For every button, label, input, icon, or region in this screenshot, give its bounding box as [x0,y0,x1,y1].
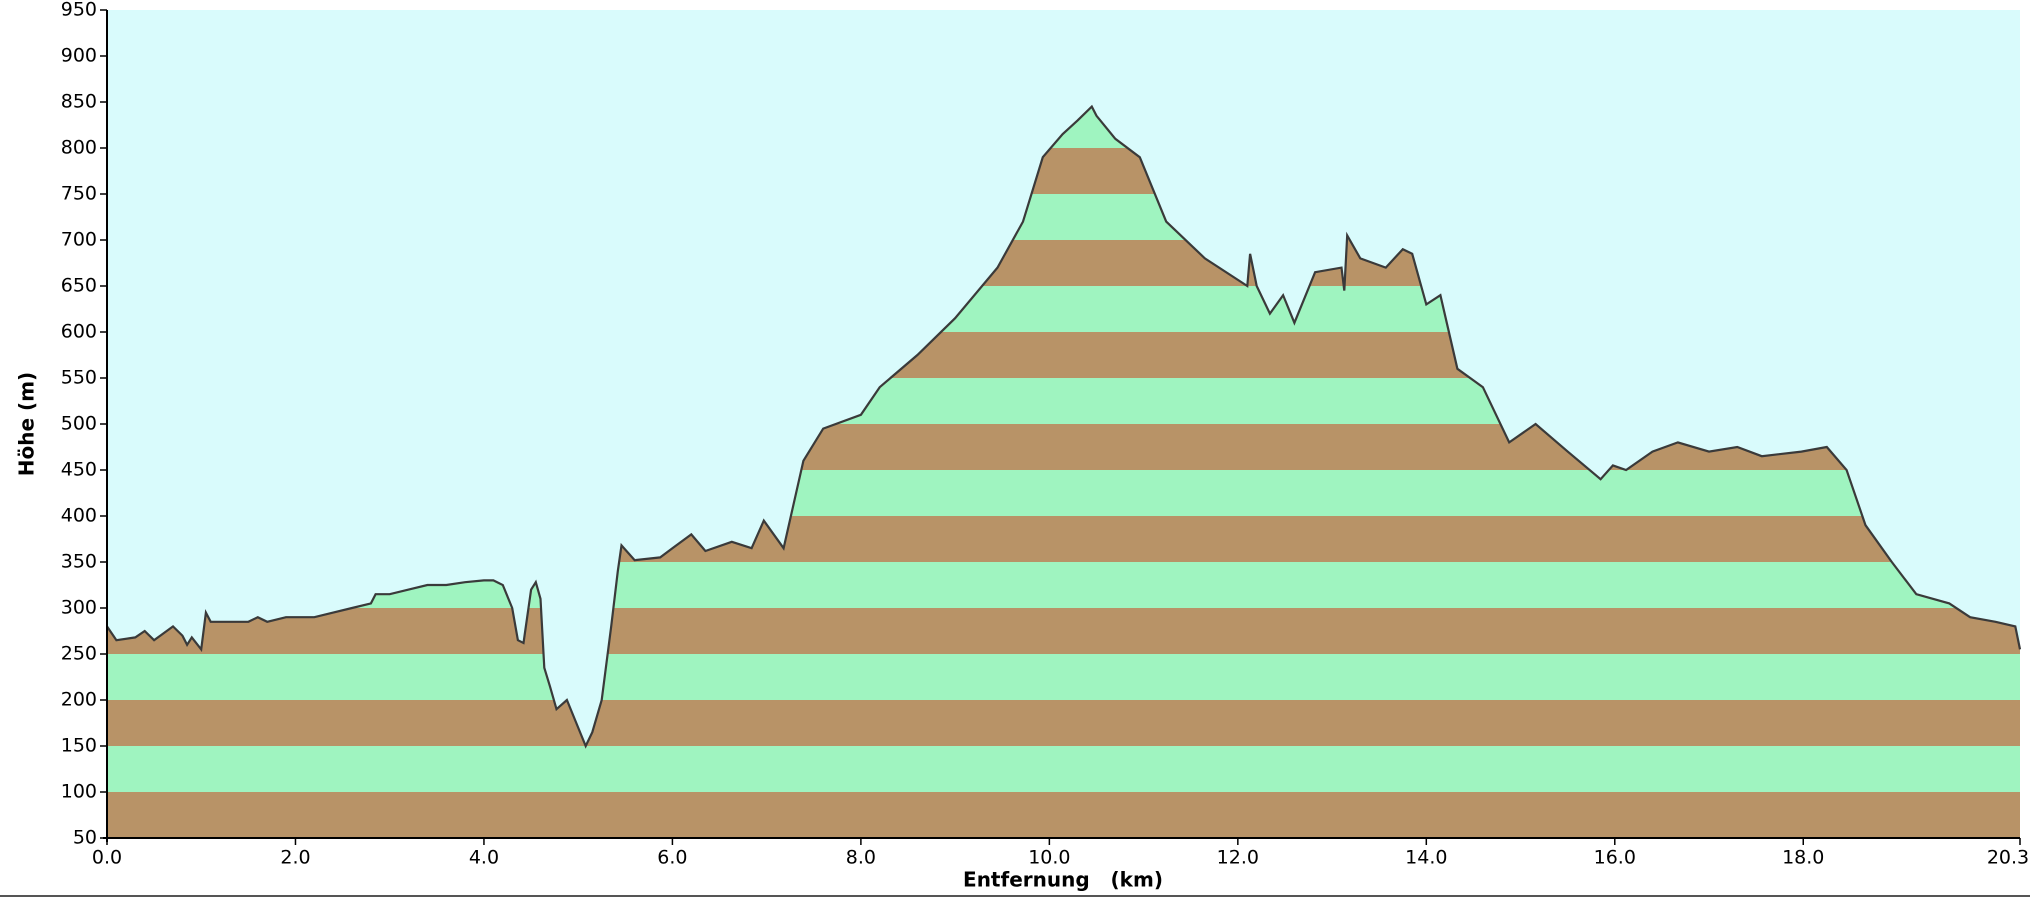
y-axis-label: Höhe (m) [15,372,39,476]
x-tick-label: 0.0 [92,847,122,869]
x-tick-label: 4.0 [469,847,499,869]
y-tick-label: 50 [73,827,97,849]
y-tick-label: 350 [61,551,97,573]
y-tick-label: 550 [61,367,97,389]
y-tick-label: 150 [61,735,97,757]
y-tick-label: 300 [61,597,97,619]
x-axis-label: Entfernung (km) [963,868,1163,892]
x-tick-label: 2.0 [280,847,310,869]
elevation-band [107,608,2020,654]
profile-line [106,104,2022,749]
x-tick-label: 14.0 [1405,847,1447,869]
y-tick-label: 700 [61,229,97,251]
y-tick-label: 100 [61,781,97,803]
x-tick-label: 12.0 [1217,847,1259,869]
y-tick-label: 600 [61,321,97,343]
elevation-band [107,746,2020,792]
y-tick-label: 750 [61,183,97,205]
x-tick-label: 6.0 [657,847,687,869]
x-tick-label: 10.0 [1028,847,1070,869]
y-tick-label: 450 [61,459,97,481]
x-tick-label: 20.3 [1987,847,2029,869]
elevation-band [107,654,2020,700]
y-tick-label: 400 [61,505,97,527]
y-tick-label: 650 [61,275,97,297]
elevation-band [107,792,2020,838]
y-tick-label: 500 [61,413,97,435]
y-tick-label: 900 [61,45,97,67]
x-tick-label: 8.0 [846,847,876,869]
y-tick-label: 200 [61,689,97,711]
y-tick-label: 850 [61,91,97,113]
y-tick-label: 250 [61,643,97,665]
elevation-band [107,700,2020,746]
x-tick-label: 18.0 [1782,847,1824,869]
y-tick-label: 800 [61,137,97,159]
x-tick-label: 16.0 [1594,847,1636,869]
y-tick-label: 950 [61,0,97,21]
